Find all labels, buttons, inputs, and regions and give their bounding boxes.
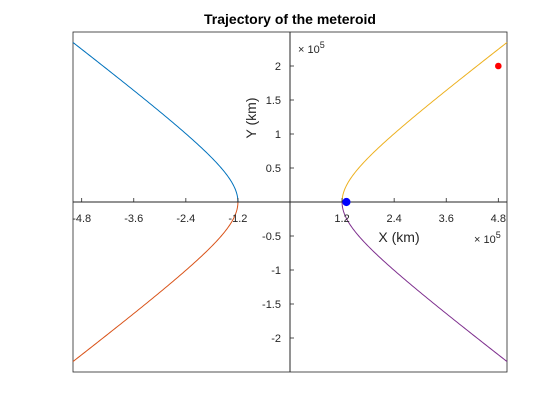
y-tick-label: 1.5: [266, 95, 281, 107]
x-axis-label: X (km): [378, 229, 419, 245]
x-tick-label: -2.4: [176, 213, 195, 225]
y-tick-label: -2: [271, 333, 281, 345]
y-tick-label: -0.5: [262, 231, 281, 243]
y-tick-label: 2: [275, 61, 281, 73]
y-tick-label: 0.5: [266, 163, 281, 175]
x-tick-label: 3.6: [439, 213, 454, 225]
chart-title: Trajectory of the meteroid: [204, 11, 376, 27]
y-axis-label: Y (km): [243, 98, 259, 139]
data-point-marker: [343, 198, 350, 205]
y-tick-label: -1: [271, 265, 281, 277]
y-tick-label: 1: [275, 129, 281, 141]
x-tick-label: -1.2: [228, 213, 247, 225]
x-tick-label: 1.2: [334, 213, 349, 225]
x-tick-label: -3.6: [124, 213, 143, 225]
x-tick-label: 4.8: [491, 213, 506, 225]
x-tick-label: 2.4: [387, 213, 402, 225]
y-tick-label: -1.5: [262, 299, 281, 311]
data-point-marker: [496, 63, 502, 69]
x-tick-label: -4.8: [72, 213, 91, 225]
